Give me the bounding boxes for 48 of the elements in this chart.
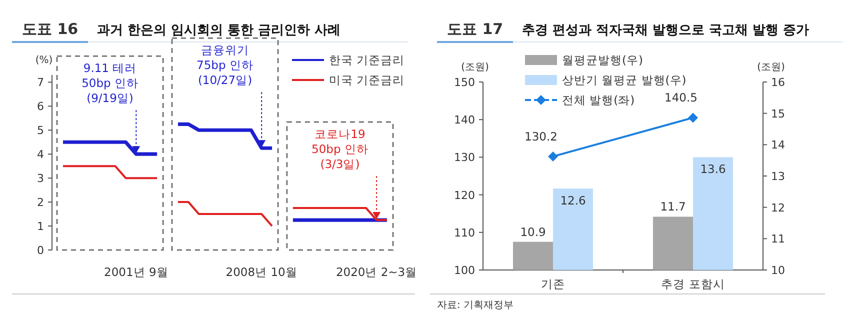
data-label: 140.5 (664, 90, 698, 105)
legend-label: 미국 기준금리 (329, 73, 405, 87)
x-tick-label: 2008년 10월 (226, 265, 298, 279)
y-axis-title: (%) (35, 55, 53, 66)
y-tick-label: 3 (37, 172, 44, 186)
y2-axis-title: (조원) (757, 62, 785, 73)
y-tick-label: 130 (454, 151, 475, 164)
data-label: 10.9 (520, 224, 546, 239)
y2-tick-label: 13 (771, 170, 785, 183)
x-tick-label: 2001년 9월 (104, 265, 168, 279)
y-tick-label: 1 (37, 220, 44, 234)
annotation: 코로나19 50bp 인하 (3/3일) (312, 127, 368, 172)
y-tick-label: 2 (37, 196, 44, 210)
x-tick-label: 기존 (541, 277, 565, 291)
x-tick-label: 추경 포함시 (661, 277, 725, 291)
legend-label: 전체 발행(좌) (562, 93, 635, 107)
x-tick-label: 2020년 2~3월 (336, 265, 418, 279)
data-label: 130.2 (524, 129, 558, 144)
chart-title: 도표 17 (447, 20, 504, 38)
annotation: 금융위기 75bp 인하 (10/27일) (196, 43, 254, 88)
y-tick-label: 4 (37, 148, 44, 162)
chart-title: 도표 16 (22, 20, 78, 38)
y-tick-label: 110 (454, 226, 475, 240)
y2-tick-label: 16 (771, 76, 785, 89)
y2-tick-label: 15 (771, 107, 785, 120)
y-tick-label: 120 (454, 188, 475, 202)
y-tick-label: 7 (37, 76, 44, 90)
y-tick-label: 0 (37, 244, 44, 257)
y2-tick-label: 14 (771, 138, 785, 152)
y-tick-label: 150 (454, 76, 475, 89)
text: 자료: 기획재정부 (437, 300, 514, 311)
data-label: 12.6 (560, 194, 586, 208)
annotation: 9.11 테러 50bp 인하 (9/19일) (82, 61, 138, 106)
legend-label: 한국 기준금리 (329, 53, 405, 67)
legend-label: 상반기 월평균 발행(우) (562, 73, 686, 87)
y-tick-label: 100 (454, 264, 475, 277)
y-tick-label: 140 (454, 114, 475, 127)
y-axis-title: (조원) (461, 62, 489, 73)
y2-tick-label: 12 (771, 201, 785, 214)
y-tick-label: 6 (37, 100, 44, 114)
y2-tick-label: 10 (771, 264, 785, 277)
data-label: 11.7 (660, 200, 686, 214)
legend-label: 월평균발행(우) (562, 53, 643, 67)
data-label: 13.6 (700, 162, 726, 176)
chart-subtitle: 추경 편성과 적자국채 발행으로 국고채 발행 증가 (522, 23, 810, 38)
chart-subtitle: 과거 한은의 임시회의 통한 금리인하 사례 (97, 23, 341, 38)
y-tick-label: 5 (37, 124, 44, 138)
y2-tick-label: 11 (771, 232, 785, 246)
